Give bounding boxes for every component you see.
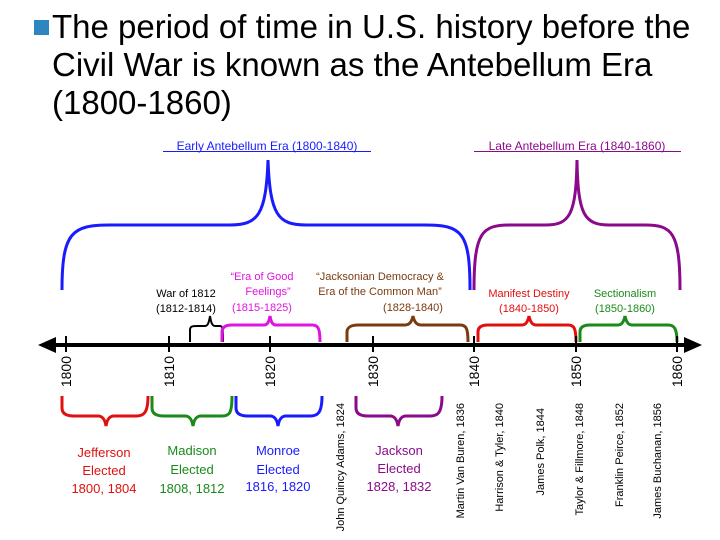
good-feelings-years: (1815-1825) — [232, 302, 292, 314]
year-label: 1810 — [161, 356, 177, 387]
jacksonian-brace — [345, 315, 470, 343]
war1812-brace — [189, 315, 224, 343]
manifest-years: (1840-1850) — [499, 303, 559, 315]
madison-elected: Elected — [170, 462, 213, 477]
late-era-label: Late Antebellum Era (1840-1860) — [489, 139, 666, 153]
vertical-president-label: James Polk, 1844 — [535, 408, 547, 495]
jackson-name: Jackson — [375, 443, 423, 458]
early-era-label: Early Antebellum Era (1800-1840) — [177, 139, 358, 153]
year-label: 1800 — [58, 356, 74, 387]
timeline-ticks — [65, 336, 678, 352]
good-feelings-title-1: “Era of Good — [231, 271, 294, 283]
jackson-elected: Elected — [377, 461, 420, 476]
war1812-years: (1812-1814) — [156, 303, 216, 315]
manifest-title: Manifest Destiny — [488, 288, 570, 300]
vertical-president-label: Taylor & Fillmore, 1848 — [574, 403, 586, 516]
manifest-brace — [476, 315, 578, 343]
year-label: 1830 — [365, 356, 381, 387]
bullet-square-icon — [34, 20, 49, 35]
jefferson-brace — [60, 395, 150, 427]
good-feelings-brace — [220, 315, 322, 343]
jacksonian-title-1: “Jacksonian Democracy & — [316, 271, 444, 283]
jacksonian-title-2: Era of the Common Man” — [318, 286, 442, 298]
vertical-president-label: Franklin Peirce, 1852 — [614, 403, 626, 507]
slide-title: The period of time in U.S. history befor… — [52, 8, 691, 121]
madison-name: Madison — [167, 443, 216, 458]
late-era-brace — [472, 159, 682, 291]
early-era-brace — [60, 159, 472, 291]
vertical-president-label: Martin Van Buren, 1836 — [455, 403, 467, 518]
vertical-president-label: Harrison & Tyler, 1840 — [494, 403, 506, 512]
war1812-title: War of 1812 — [156, 288, 216, 300]
year-label: 1840 — [466, 356, 482, 387]
madison-brace — [150, 395, 234, 427]
sectionalism-years: (1850-1860) — [595, 303, 655, 315]
year-label: 1860 — [669, 356, 685, 387]
sectionalism-brace — [578, 315, 679, 343]
jackson-years: 1828, 1832 — [366, 479, 431, 494]
year-label: 1850 — [568, 356, 584, 387]
madison-years: 1808, 1812 — [159, 481, 224, 496]
monroe-name: Monroe — [256, 443, 300, 458]
jacksonian-years: (1828-1840) — [383, 302, 443, 314]
year-label: 1820 — [262, 356, 278, 387]
monroe-brace — [234, 395, 324, 427]
jefferson-years: 1800, 1804 — [71, 481, 136, 496]
vertical-president-label: John Quincy Adams, 1824 — [335, 403, 347, 531]
monroe-elected: Elected — [256, 462, 299, 477]
jefferson-elected: Elected — [82, 463, 125, 478]
good-feelings-title-2: Feelings” — [245, 286, 291, 298]
jefferson-name: Jefferson — [77, 445, 130, 460]
jackson-brace — [354, 395, 444, 427]
monroe-years: 1816, 1820 — [245, 479, 310, 494]
timeline-left-arrow-icon — [38, 337, 56, 353]
vertical-president-label: James Buchanan, 1856 — [652, 403, 664, 519]
timeline-right-arrow-icon — [684, 337, 702, 353]
sectionalism-title: Sectionalism — [594, 288, 656, 300]
